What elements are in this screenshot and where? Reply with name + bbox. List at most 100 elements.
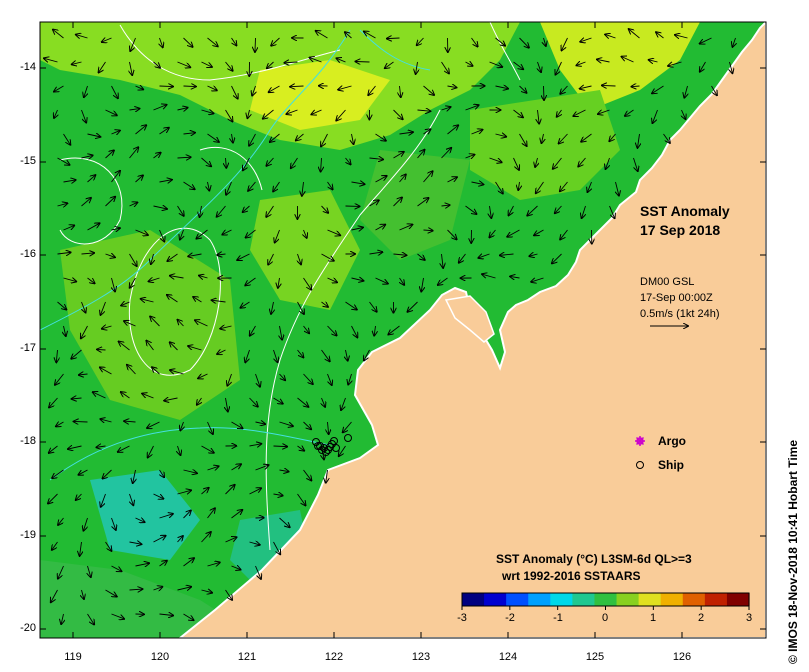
current-vector xyxy=(447,229,457,239)
colorbar-tick-label: 1 xyxy=(649,612,657,624)
current-vector xyxy=(159,514,173,519)
current-vector xyxy=(153,153,161,159)
current-vector xyxy=(127,365,136,375)
current-vector xyxy=(321,157,322,172)
current-vector xyxy=(423,230,433,231)
colorbar-frame xyxy=(461,592,750,607)
colorbar-title-line2: wrt 1992-2016 SSTAARS xyxy=(502,569,641,583)
current-vector xyxy=(270,133,280,142)
current-vector xyxy=(245,277,256,285)
current-vector xyxy=(535,157,537,167)
current-vector xyxy=(207,86,217,90)
current-vector xyxy=(625,109,634,116)
current-vector xyxy=(273,446,288,447)
current-vector xyxy=(509,205,514,215)
contour-line xyxy=(199,146,263,191)
current-vector xyxy=(416,61,418,74)
current-vector xyxy=(195,320,208,327)
current-vector xyxy=(471,182,484,184)
current-vector xyxy=(111,228,120,230)
colorbar-tick-label: 2 xyxy=(697,612,705,624)
current-vector xyxy=(111,517,116,530)
current-vector xyxy=(146,341,154,351)
current-vector xyxy=(56,349,57,362)
current-vector xyxy=(159,229,165,241)
current-vector xyxy=(441,107,451,110)
current-vector xyxy=(183,86,196,87)
lon-tick-label: 125 xyxy=(585,651,605,663)
current-vector xyxy=(489,229,496,237)
current-vector xyxy=(58,565,64,579)
ship-marker xyxy=(344,434,352,442)
current-vector xyxy=(72,62,82,64)
current-vector xyxy=(336,109,346,120)
current-vector xyxy=(129,202,138,206)
current-vector xyxy=(201,445,214,453)
colorbar-swatch xyxy=(594,593,618,606)
current-vector xyxy=(478,254,490,258)
current-vector xyxy=(337,58,346,62)
sst-patch-cyan-sw xyxy=(90,470,200,560)
current-vector xyxy=(352,133,354,144)
current-vector xyxy=(400,277,405,285)
current-vector xyxy=(231,37,237,45)
current-vector xyxy=(310,58,322,63)
current-vector xyxy=(495,181,503,193)
current-vector xyxy=(231,510,243,519)
current-vector xyxy=(76,493,82,500)
current-vector xyxy=(400,85,401,97)
current-vector xyxy=(598,110,610,114)
current-vector xyxy=(351,182,365,184)
current-vector xyxy=(273,494,283,496)
colorbar-swatch xyxy=(638,593,662,606)
current-vector xyxy=(387,38,400,39)
current-vector xyxy=(275,229,280,242)
current-vector xyxy=(217,205,226,217)
current-vector xyxy=(266,157,274,166)
current-vector xyxy=(170,342,178,351)
current-vector xyxy=(700,37,712,44)
current-vector xyxy=(183,37,193,47)
current-vector xyxy=(231,421,243,428)
current-vector xyxy=(519,37,529,48)
current-vector xyxy=(580,38,592,42)
current-vector xyxy=(652,109,658,123)
current-vector xyxy=(327,229,341,235)
current-vector xyxy=(339,445,346,456)
current-vector xyxy=(255,422,266,424)
current-vector xyxy=(87,175,96,183)
current-vector xyxy=(130,37,136,51)
current-vector xyxy=(513,157,519,170)
current-vector xyxy=(633,157,638,171)
current-vector xyxy=(578,157,586,166)
current-vector xyxy=(64,325,66,336)
current-vector xyxy=(97,349,106,350)
current-vector xyxy=(201,590,213,593)
current-vector xyxy=(273,397,283,404)
current-vector xyxy=(279,517,290,527)
current-vector xyxy=(393,109,403,119)
current-vector xyxy=(164,398,178,401)
current-vector xyxy=(80,541,82,556)
current-vector xyxy=(249,397,258,407)
current-vector xyxy=(183,511,191,519)
lat-tick-label: -15 xyxy=(20,155,36,167)
current-vector xyxy=(417,198,429,207)
current-vector xyxy=(226,157,227,168)
current-vector xyxy=(421,277,423,291)
current-vector xyxy=(297,301,304,314)
current-vector xyxy=(321,205,329,213)
current-vector xyxy=(343,421,352,432)
current-vector xyxy=(100,419,112,422)
current-vector xyxy=(188,254,202,256)
current-vector xyxy=(167,253,178,261)
current-vector xyxy=(560,229,568,239)
contour-line-cyan xyxy=(40,29,351,331)
current-vector xyxy=(656,32,664,39)
current-vector xyxy=(649,60,658,62)
current-vector xyxy=(263,109,274,119)
current-vector xyxy=(52,541,58,550)
current-vector xyxy=(87,277,95,283)
ship-marker xyxy=(316,442,324,450)
current-vector xyxy=(629,29,640,39)
